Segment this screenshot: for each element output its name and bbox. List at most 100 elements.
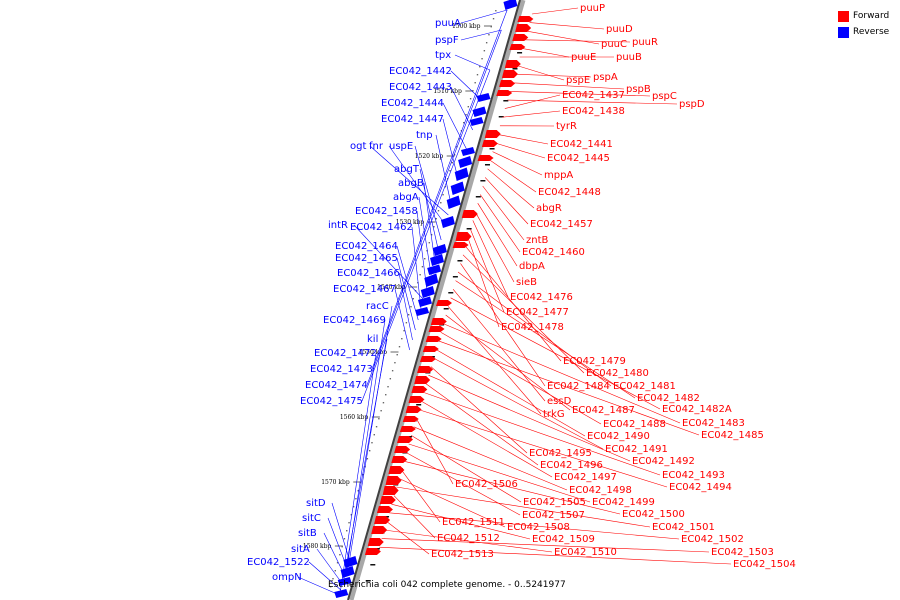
forward-gene-label: EC042_1500 bbox=[622, 509, 685, 520]
locus-dash bbox=[443, 308, 449, 310]
legend-reverse: Reverse bbox=[838, 25, 889, 39]
minor-tick bbox=[426, 250, 428, 252]
reverse-gene-label: abgB bbox=[398, 178, 424, 189]
forward-gene-label: EC042_1437 bbox=[562, 90, 625, 101]
reverse-leader-line bbox=[460, 29, 502, 41]
forward-gene-block bbox=[371, 526, 388, 534]
forward-strand-features bbox=[364, 16, 534, 555]
forward-gene-label: EC042_1445 bbox=[547, 153, 610, 164]
forward-gene-label: EC042_1481 bbox=[613, 381, 676, 392]
tick-label: 1510 kbp bbox=[433, 88, 462, 95]
minor-tick bbox=[389, 378, 392, 380]
reverse-leader-line bbox=[361, 69, 491, 402]
forward-leader-line bbox=[531, 7, 579, 15]
forward-leader-line bbox=[514, 73, 592, 78]
forward-gene-label: EC042_1476 bbox=[510, 292, 573, 303]
forward-leader-line bbox=[450, 297, 661, 410]
minor-tick bbox=[387, 386, 389, 388]
forward-leader-line bbox=[415, 418, 454, 485]
forward-gene-label: EC042_1487 bbox=[572, 405, 635, 416]
minor-tick bbox=[394, 362, 396, 364]
forward-gene-block bbox=[422, 346, 439, 352]
minor-tick bbox=[421, 266, 424, 268]
minor-tick bbox=[396, 354, 398, 356]
forward-leader-line bbox=[403, 460, 621, 515]
forward-gene-label: EC042_1508 bbox=[507, 522, 570, 533]
reverse-leader-line bbox=[366, 29, 502, 386]
reverse-gene-block bbox=[415, 307, 430, 316]
minor-tick bbox=[341, 546, 343, 548]
reverse-gene-label: kil bbox=[367, 334, 378, 345]
reverse-leader-line bbox=[423, 182, 436, 263]
forward-leader-line bbox=[462, 254, 585, 374]
forward-gene-label: EC042_1457 bbox=[530, 219, 593, 230]
locus-dash bbox=[457, 260, 463, 262]
forward-gene-block bbox=[517, 16, 534, 22]
minor-tick bbox=[479, 66, 481, 68]
reverse-gene-block bbox=[427, 264, 442, 275]
minor-tick bbox=[398, 346, 401, 348]
forward-gene-label: pspA bbox=[593, 72, 618, 83]
reverse-leader-line bbox=[442, 102, 468, 151]
minor-tick bbox=[407, 314, 410, 316]
reverse-gene-label: EC042_1472 bbox=[314, 348, 377, 359]
minor-tick bbox=[355, 498, 357, 500]
minor-tick bbox=[419, 274, 421, 276]
locus-dash bbox=[498, 116, 504, 118]
forward-leader-line bbox=[472, 220, 509, 298]
reverse-leader-line bbox=[388, 145, 446, 226]
locus-dash bbox=[416, 404, 422, 406]
forward-leader-line bbox=[467, 237, 500, 328]
forward-gene-label: EC042_1482 bbox=[637, 393, 700, 404]
minor-tick bbox=[467, 106, 470, 108]
minor-tick bbox=[435, 218, 437, 220]
forward-leader-line bbox=[507, 99, 678, 105]
genome-caption: Escherichia coli 042 complete genome. - … bbox=[328, 580, 566, 590]
minor-tick bbox=[474, 82, 476, 84]
forward-gene-label: pspD bbox=[679, 99, 705, 110]
reverse-gene-label: ompN bbox=[272, 572, 302, 583]
forward-leader-line bbox=[455, 280, 636, 399]
legend-forward-label: Forward bbox=[853, 11, 890, 21]
forward-gene-block bbox=[496, 90, 513, 96]
forward-leader-line bbox=[522, 48, 570, 58]
forward-gene-label: EC042_1460 bbox=[522, 247, 585, 258]
forward-leader-line bbox=[524, 39, 631, 43]
forward-gene-label: EC042_1510 bbox=[554, 547, 617, 558]
minor-tick bbox=[476, 74, 479, 76]
minor-tick bbox=[453, 154, 456, 156]
forward-leader-line bbox=[460, 263, 546, 387]
forward-gene-label: EC042_1479 bbox=[563, 356, 626, 367]
minor-tick bbox=[483, 50, 486, 52]
forward-gene-block bbox=[430, 318, 447, 325]
reverse-leader-line bbox=[394, 288, 410, 351]
minor-tick bbox=[368, 450, 371, 452]
forward-leader-line bbox=[413, 426, 568, 491]
minor-tick bbox=[451, 162, 453, 164]
forward-leader-line bbox=[477, 203, 518, 267]
minor-tick bbox=[456, 146, 458, 148]
forward-leader-line bbox=[494, 142, 546, 159]
tick-label: 1560 kbp bbox=[340, 414, 369, 421]
forward-gene-block bbox=[504, 60, 521, 68]
forward-gene-block bbox=[394, 446, 411, 453]
minor-tick bbox=[485, 42, 488, 44]
forward-gene-label: EC042_1507 bbox=[522, 510, 585, 521]
reverse-gene-label: tnp bbox=[416, 130, 433, 141]
forward-gene-block bbox=[452, 242, 469, 248]
reverse-gene-block bbox=[334, 589, 349, 598]
minor-tick bbox=[463, 122, 465, 124]
forward-gene-label: EC042_1491 bbox=[605, 444, 668, 455]
legend-reverse-label: Reverse bbox=[853, 27, 890, 37]
reverse-gene-label: EC042_1465 bbox=[335, 253, 398, 264]
forward-gene-label: EC042_1484 bbox=[547, 381, 610, 392]
reverse-leader-line bbox=[411, 226, 422, 311]
reverse-gene-label: EC042_1464 bbox=[335, 241, 398, 252]
minor-tick bbox=[449, 170, 451, 172]
forward-gene-label: EC042_1485 bbox=[701, 430, 764, 441]
forward-gene-block bbox=[405, 406, 422, 413]
forward-gene-block bbox=[391, 456, 408, 463]
forward-leader-line bbox=[425, 383, 539, 466]
forward-gene-label: puuD bbox=[606, 24, 633, 35]
forward-gene-block bbox=[509, 44, 526, 50]
